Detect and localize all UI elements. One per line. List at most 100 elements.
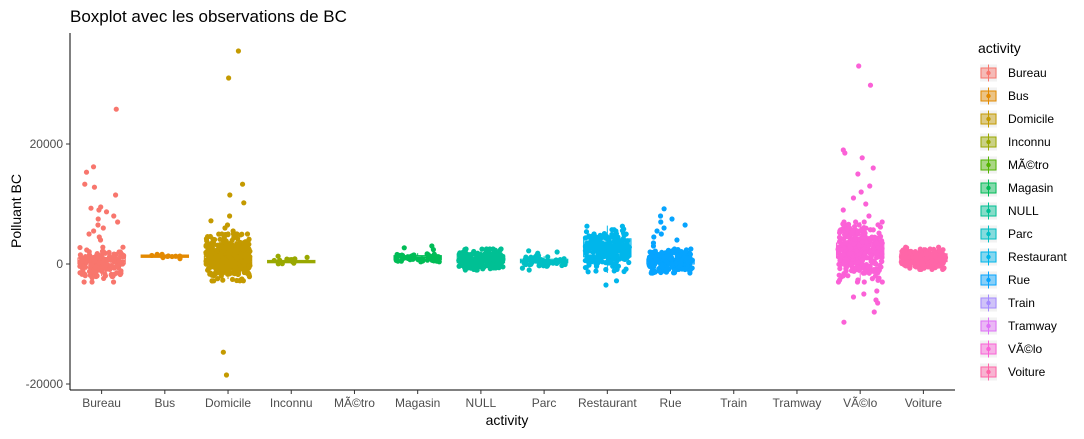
point-domicile bbox=[237, 266, 243, 273]
point-domicile bbox=[220, 248, 227, 254]
point-magasin bbox=[419, 256, 426, 262]
outlier-point-rue bbox=[658, 219, 664, 225]
outlier-point-bureau bbox=[113, 106, 119, 112]
outlier-point-rue bbox=[650, 243, 657, 249]
point-domicile bbox=[210, 240, 217, 246]
y-tick-label: 0 bbox=[56, 257, 63, 271]
point-null bbox=[474, 267, 480, 273]
outlier-point-inconnu bbox=[275, 253, 281, 259]
point-domicile bbox=[233, 264, 239, 271]
legend-label-domicile: Domicile bbox=[1008, 112, 1054, 126]
outlier-point-rue bbox=[669, 216, 675, 222]
point-domicile bbox=[242, 268, 249, 274]
point-domicile bbox=[223, 240, 229, 246]
point-parc bbox=[557, 256, 563, 263]
point-voiture bbox=[902, 250, 909, 256]
point-domicile bbox=[215, 276, 221, 282]
point-voiture bbox=[939, 253, 945, 259]
legend-label-rue: Rue bbox=[1008, 273, 1030, 287]
point-parc bbox=[550, 260, 556, 266]
point-restaurant bbox=[617, 240, 623, 246]
point-restaurant bbox=[619, 228, 626, 234]
legend-label-null: NULL bbox=[1008, 204, 1039, 218]
box-group-bus bbox=[140, 251, 190, 262]
point-rue bbox=[652, 269, 658, 275]
box-group-inconnu bbox=[267, 253, 316, 267]
legend-key-point bbox=[986, 185, 991, 191]
point-restaurant bbox=[613, 237, 620, 243]
point-magasin bbox=[429, 256, 435, 262]
point-domicile bbox=[237, 254, 243, 260]
point-parc bbox=[529, 257, 536, 264]
x-tick-label-inconnu: Inconnu bbox=[270, 396, 313, 410]
outlier-point-bureau bbox=[82, 181, 88, 187]
point-bureau bbox=[116, 258, 122, 265]
point-restaurant bbox=[603, 266, 609, 273]
legend-item-magasin: Magasin bbox=[980, 179, 1053, 197]
point-restaurant bbox=[585, 269, 591, 275]
point-restaurant bbox=[611, 268, 617, 274]
legend-item-bus: Bus bbox=[980, 87, 1029, 105]
outlier-point-bureau bbox=[97, 237, 104, 243]
point-null bbox=[477, 256, 483, 263]
point-voiture bbox=[912, 250, 918, 256]
outlier-point-v-lo bbox=[867, 183, 873, 189]
legend-label-m-tro: MÃ©tro bbox=[1008, 158, 1049, 172]
point-restaurant bbox=[624, 245, 630, 251]
point-magasin bbox=[406, 256, 412, 262]
point-voiture bbox=[919, 251, 926, 258]
y-tick-label: -20000 bbox=[26, 377, 64, 391]
legend-key-point bbox=[986, 369, 991, 375]
x-tick-label-null: NULL bbox=[466, 396, 497, 410]
point-rue bbox=[677, 260, 684, 267]
point-domicile bbox=[240, 260, 246, 266]
point-v-lo bbox=[868, 252, 874, 259]
point-restaurant bbox=[610, 255, 617, 262]
x-tick-label-domicile: Domicile bbox=[205, 396, 251, 410]
point-v-lo bbox=[861, 279, 867, 285]
point-v-lo bbox=[859, 239, 865, 245]
point-null bbox=[492, 250, 498, 257]
point-rue bbox=[676, 252, 683, 258]
legend-item-voiture: Voiture bbox=[980, 363, 1046, 381]
point-domicile bbox=[225, 231, 231, 237]
legend-label-bureau: Bureau bbox=[1008, 66, 1047, 80]
point-bureau bbox=[103, 266, 109, 272]
point-domicile bbox=[204, 238, 210, 244]
point-restaurant bbox=[597, 232, 603, 238]
point-voiture bbox=[903, 255, 909, 261]
point-bureau bbox=[86, 258, 92, 264]
point-magasin bbox=[394, 251, 400, 258]
x-tick-label-v-lo: VÃ©lo bbox=[843, 396, 878, 410]
point-domicile bbox=[239, 231, 245, 237]
point-voiture bbox=[913, 264, 919, 270]
outlier-point-v-lo bbox=[871, 309, 877, 315]
outlier-point-domicile bbox=[235, 48, 242, 54]
legend-item-domicile: Domicile bbox=[980, 110, 1054, 128]
point-v-lo bbox=[849, 231, 855, 237]
x-tick-label-tramway: Tramway bbox=[773, 396, 822, 410]
point-rue bbox=[671, 267, 678, 273]
y-tick-label: 20000 bbox=[30, 137, 64, 151]
point-domicile bbox=[234, 277, 240, 284]
point-null bbox=[467, 261, 473, 267]
point-voiture bbox=[917, 266, 923, 272]
point-restaurant bbox=[582, 264, 589, 271]
outlier-point-bureau bbox=[88, 205, 94, 211]
x-tick-label-restaurant: Restaurant bbox=[578, 396, 637, 410]
point-restaurant bbox=[599, 241, 605, 247]
point-null bbox=[500, 264, 506, 270]
outlier-point-v-lo bbox=[841, 319, 847, 325]
outlier-point-domicile bbox=[230, 228, 236, 234]
box-group-voiture bbox=[898, 244, 949, 272]
point-domicile bbox=[215, 263, 221, 270]
point-bureau bbox=[92, 258, 98, 264]
outlier-point-v-lo bbox=[856, 63, 862, 69]
point-v-lo bbox=[875, 277, 881, 283]
point-restaurant bbox=[586, 256, 593, 262]
point-restaurant bbox=[582, 257, 588, 264]
x-tick-label-voiture: Voiture bbox=[905, 396, 943, 410]
point-restaurant bbox=[587, 246, 593, 252]
outlier-point-bureau bbox=[86, 231, 92, 237]
point-parc bbox=[537, 261, 543, 267]
